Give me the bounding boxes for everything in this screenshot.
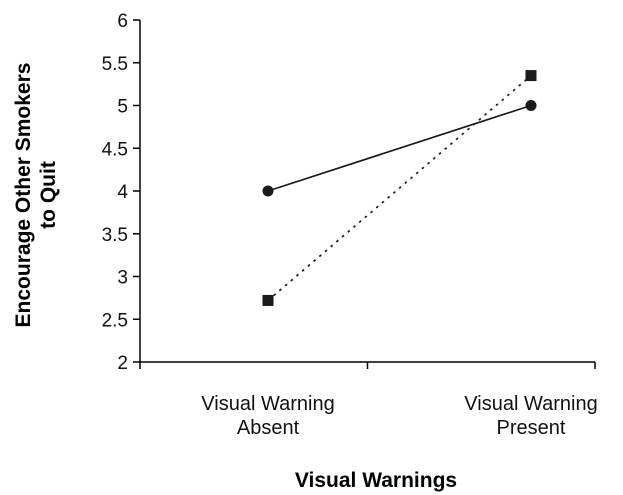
data-point-square [262,294,274,306]
data-point-circle [262,185,274,197]
y-tick-label: 4.5 [102,139,128,160]
data-point-circle [525,100,537,111]
x-axis-title: Visual Warnings [295,469,457,492]
series-2 [262,70,537,306]
y-axis-title: Encourage Other Smokers to Quit [12,63,60,328]
y-ticks: 2 2.5 3 3.5 4 4.5 5 5.5 6 [102,11,140,374]
y-axis-title-line-2: to Quit [37,161,60,229]
y-axis-title-line-1: Encourage Other Smokers [12,63,35,328]
x-category-label: Visual Warning Absent [201,393,334,439]
y-tick-label: 5.5 [102,54,128,75]
series-line [267,104,532,192]
x-ticks: Visual Warning Absent Visual Warning Presen… [139,362,598,439]
series-layer [262,70,537,306]
y-tick-label: 5 [117,97,128,118]
y-tick-label: 6 [117,11,128,32]
data-point-square [525,70,537,82]
x-category-label: Visual Warning Present [464,393,597,439]
series-1 [262,100,537,197]
y-tick-label: 2 [117,353,128,374]
y-tick-label: 3 [117,268,128,289]
y-tick-label: 2.5 [102,310,128,331]
y-tick-label: 4 [117,182,128,203]
series-line [267,74,532,302]
y-tick-label: 3.5 [102,225,128,246]
